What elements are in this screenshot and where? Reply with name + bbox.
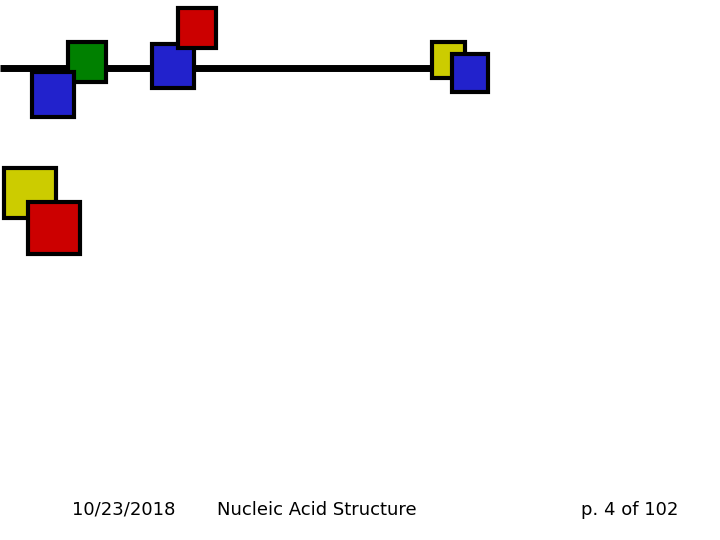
Bar (452, 54, 488, 92)
Bar (178, 8, 216, 48)
Text: p. 4 of 102: p. 4 of 102 (581, 501, 679, 519)
Bar (4, 168, 56, 218)
Bar (28, 202, 80, 254)
Bar (32, 72, 74, 117)
Bar (68, 42, 106, 82)
Bar (432, 42, 465, 78)
Text: Nucleic Acid Structure: Nucleic Acid Structure (217, 501, 417, 519)
Text: 10/23/2018: 10/23/2018 (72, 501, 176, 519)
Bar (152, 44, 194, 88)
